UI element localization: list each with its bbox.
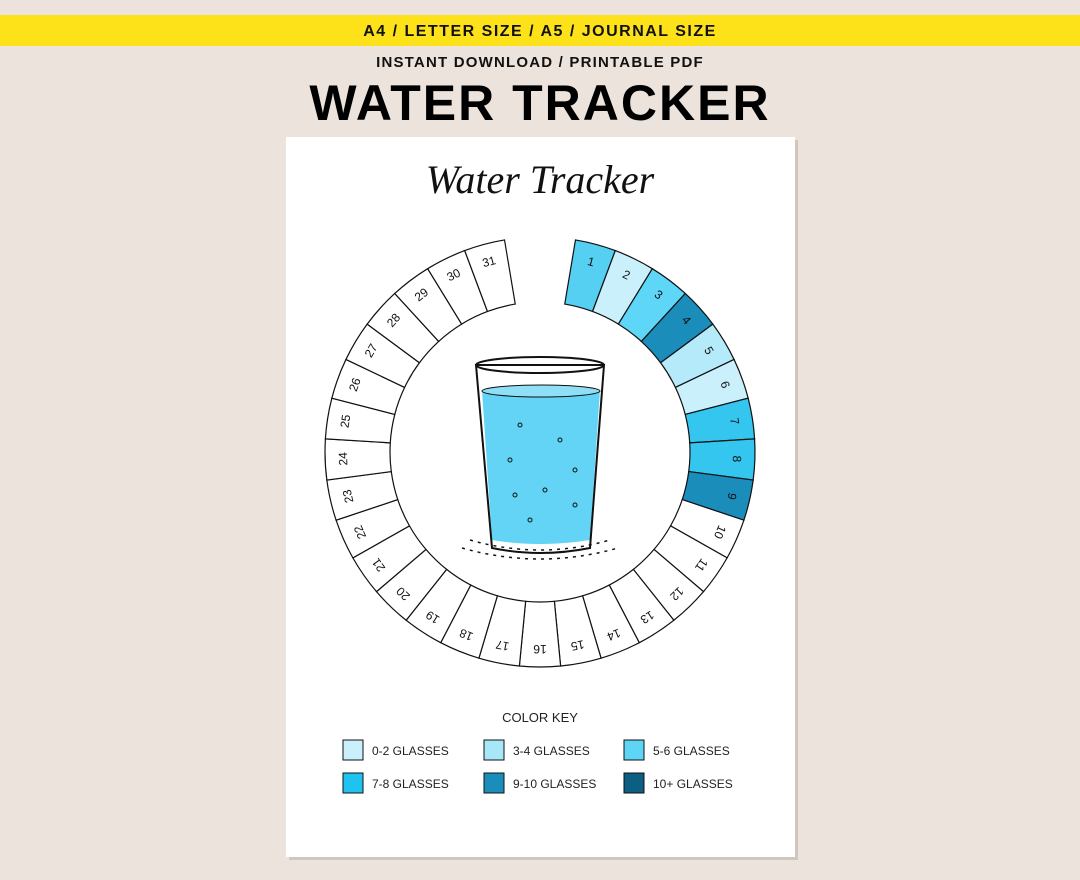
day-cell xyxy=(518,600,562,668)
key-swatch xyxy=(623,772,645,794)
key-label: 7-8 GLASSES xyxy=(372,777,449,791)
key-label: 3-4 GLASSES xyxy=(513,744,590,758)
day-label: 16 xyxy=(533,642,547,656)
banner-bar xyxy=(0,15,1080,46)
day-cell xyxy=(463,239,516,313)
day-label: 26 xyxy=(346,376,364,394)
day-label: 9 xyxy=(724,491,739,501)
day-label: 31 xyxy=(481,253,498,270)
day-label: 23 xyxy=(340,488,357,504)
day-label: 6 xyxy=(717,379,733,390)
key-label: 5-6 GLASSES xyxy=(653,744,730,758)
headline: WATER TRACKER xyxy=(309,75,770,131)
day-label: 24 xyxy=(336,452,350,466)
key-swatch xyxy=(342,772,364,794)
day-label: 8 xyxy=(730,455,744,462)
day-label: 1 xyxy=(586,254,596,269)
key-swatch xyxy=(623,739,645,761)
day-label: 15 xyxy=(569,637,585,653)
key-label: 9-10 GLASSES xyxy=(513,777,596,791)
key-label: 10+ GLASSES xyxy=(653,777,733,791)
color-key: 0-2 GLASSES 3-4 GLASSES 5-6 GLASSES 7-8 GLA… xyxy=(342,739,733,794)
day-label: 22 xyxy=(351,523,369,541)
day-label: 7 xyxy=(727,417,742,426)
sheet-title: Water Tracker xyxy=(426,157,655,202)
key-swatch xyxy=(483,739,505,761)
day-label: 30 xyxy=(445,266,463,285)
day-label: 27 xyxy=(362,341,381,360)
subtitle: INSTANT DOWNLOAD / PRINTABLE PDF xyxy=(376,54,704,71)
banner: A4 / LETTER SIZE / A5 / JOURNAL SIZE xyxy=(363,23,717,40)
key-swatch xyxy=(483,772,505,794)
day-label: 18 xyxy=(457,626,475,644)
day-label: 25 xyxy=(337,413,353,429)
key-swatch xyxy=(342,739,364,761)
day-label: 14 xyxy=(605,626,623,644)
day-label: 17 xyxy=(494,637,510,653)
glass xyxy=(461,356,619,560)
key-title: COLOR KEY xyxy=(502,710,578,725)
key-label: 0-2 GLASSES xyxy=(372,744,449,758)
day-label: 10 xyxy=(711,523,729,541)
ring: 1234567891011121314151617181920212223242… xyxy=(324,239,756,668)
